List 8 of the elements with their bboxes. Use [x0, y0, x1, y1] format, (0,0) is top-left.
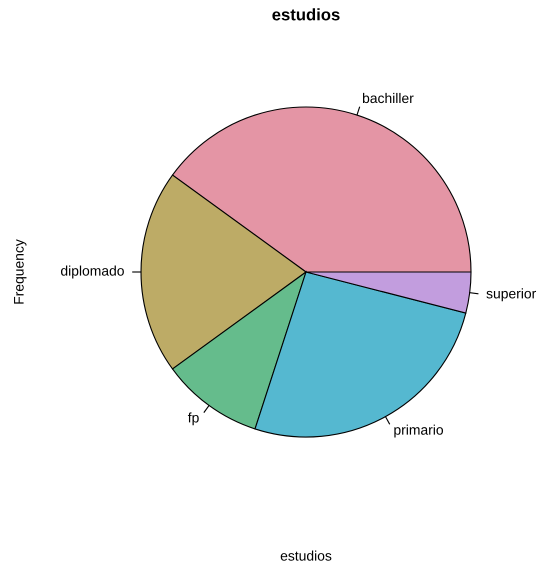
slice-label: bachiller	[362, 92, 414, 104]
chart-title: estudios	[272, 8, 340, 20]
slice-label: fp	[188, 412, 199, 426]
slice-label: diplomado	[61, 266, 124, 278]
slice-label: superior	[486, 288, 536, 302]
text: estudios	[280, 550, 332, 561]
text: Frequency	[14, 239, 26, 304]
slice-label: primario	[394, 424, 444, 438]
